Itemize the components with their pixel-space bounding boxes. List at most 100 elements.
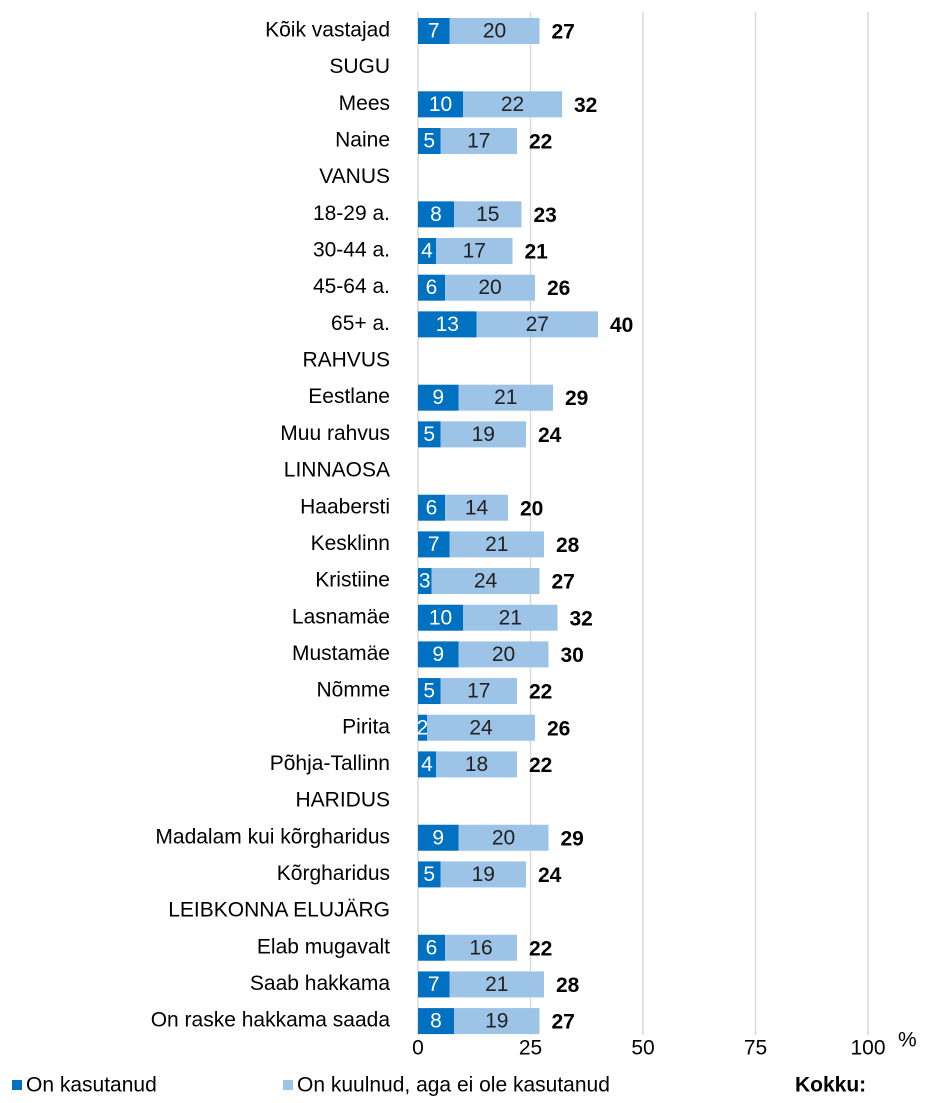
- x-tick-label: 50: [631, 1037, 654, 1060]
- y-tick-label: Madalam kui kõrgharidus: [155, 825, 390, 848]
- total-label: 24: [538, 424, 562, 447]
- segment-label: 27: [526, 313, 549, 336]
- segment-label: 9: [432, 386, 444, 409]
- segment-label: 21: [485, 533, 508, 556]
- bar-segment: [418, 641, 459, 668]
- y-tick-label: Muu rahvus: [280, 422, 390, 445]
- total-label: 22: [529, 681, 552, 704]
- segment-label: 5: [423, 680, 435, 703]
- bar-segment: [418, 311, 477, 338]
- legend-label: On kuulnud, aga ei ole kasutanud: [297, 1074, 610, 1097]
- total-label: 22: [529, 937, 552, 960]
- bar-segment: [458, 824, 549, 851]
- y-tick-label: Saab hakkama: [250, 972, 390, 995]
- bar-segment: [418, 238, 436, 265]
- segment-label: 7: [428, 973, 440, 996]
- segment-label: 16: [469, 936, 492, 959]
- segment-label: 10: [429, 93, 452, 116]
- bar-segment: [436, 238, 513, 265]
- segment-label: 21: [494, 386, 517, 409]
- bar-segment: [418, 751, 436, 778]
- y-tick-label: Eestlane: [308, 385, 390, 408]
- total-label: 21: [525, 241, 549, 264]
- bar-segment: [418, 934, 445, 961]
- bar-segment: [418, 128, 441, 155]
- segment-label: 5: [423, 423, 435, 446]
- segment-label: 3: [419, 570, 431, 593]
- bar-segment: [454, 201, 522, 228]
- segment-label: 21: [485, 973, 508, 996]
- y-tick-label: Kesklinn: [311, 532, 390, 555]
- segment-label: 14: [465, 496, 489, 519]
- y-tick-label: Lasnamäe: [292, 605, 390, 628]
- y-tick-label: RAHVUS: [302, 349, 390, 372]
- bar-segment: [449, 531, 544, 558]
- legend-swatch: [12, 1080, 22, 1090]
- total-label: 28: [556, 534, 580, 557]
- bar-segment: [418, 494, 445, 521]
- total-label: 26: [547, 277, 570, 300]
- bar-segment: [440, 421, 526, 448]
- bar-segment: [418, 1008, 454, 1035]
- total-label: 22: [529, 754, 552, 777]
- bar-segment: [463, 604, 558, 631]
- segment-label: 17: [463, 240, 486, 263]
- bar-segment: [418, 18, 450, 44]
- x-tick-label: 0: [412, 1037, 424, 1060]
- segment-label: 20: [492, 643, 515, 666]
- total-label: 29: [561, 827, 584, 850]
- bar-segment: [418, 201, 454, 228]
- y-tick-label: Põhja-Tallinn: [270, 752, 390, 775]
- bar-segment: [418, 531, 450, 558]
- segment-label: 8: [430, 1010, 442, 1033]
- y-tick-label: Mees: [339, 92, 390, 115]
- y-tick-label: Kristiine: [315, 569, 390, 592]
- segment-label: 5: [423, 863, 435, 886]
- bar-segment: [440, 678, 517, 705]
- bar-segment: [418, 824, 459, 851]
- y-tick-label: HARIDUS: [295, 789, 390, 812]
- y-tick-label: Pirita: [342, 715, 390, 738]
- total-label: 32: [570, 607, 593, 630]
- segment-label: 19: [485, 1010, 508, 1033]
- segment-label: 19: [472, 423, 495, 446]
- segment-label: 24: [469, 716, 493, 739]
- bar-segment: [418, 604, 463, 631]
- y-tick-label: On raske hakkama saada: [151, 1009, 391, 1032]
- segment-label: 7: [428, 20, 440, 43]
- bar-segment: [458, 641, 549, 668]
- segment-label: 5: [423, 130, 435, 153]
- x-tick-label: 100: [850, 1037, 885, 1060]
- segment-label: 20: [483, 20, 506, 43]
- bar-segment: [418, 91, 463, 118]
- segment-label: 17: [467, 130, 490, 153]
- y-tick-label: VANUS: [319, 165, 390, 188]
- total-label: 32: [574, 94, 597, 117]
- bar-segment: [436, 751, 517, 778]
- bar-segment: [445, 934, 517, 961]
- segment-label: 7: [428, 533, 440, 556]
- x-tick-label: 75: [744, 1037, 767, 1060]
- bar-segment: [418, 568, 432, 595]
- total-label: 24: [538, 864, 562, 887]
- total-label: 27: [552, 571, 575, 594]
- segment-label: 20: [478, 276, 501, 299]
- segment-label: 4: [421, 240, 433, 263]
- bar-segment: [463, 91, 562, 118]
- bar-segment: [418, 971, 450, 998]
- segment-label: 20: [492, 826, 515, 849]
- y-tick-label: 18-29 a.: [313, 202, 390, 225]
- bar-segment: [454, 1008, 540, 1035]
- segment-label: 8: [430, 203, 442, 226]
- bar-segment: [449, 18, 540, 44]
- total-label: 27: [552, 1011, 575, 1034]
- bar-segment: [427, 714, 535, 741]
- total-label: 40: [610, 314, 633, 337]
- y-tick-label: Kõik vastajad: [265, 19, 390, 42]
- segment-label: 9: [432, 826, 444, 849]
- segment-label: 10: [429, 606, 452, 629]
- segment-label: 9: [432, 643, 444, 666]
- y-tick-label: SUGU: [329, 55, 390, 78]
- total-label: 26: [547, 717, 570, 740]
